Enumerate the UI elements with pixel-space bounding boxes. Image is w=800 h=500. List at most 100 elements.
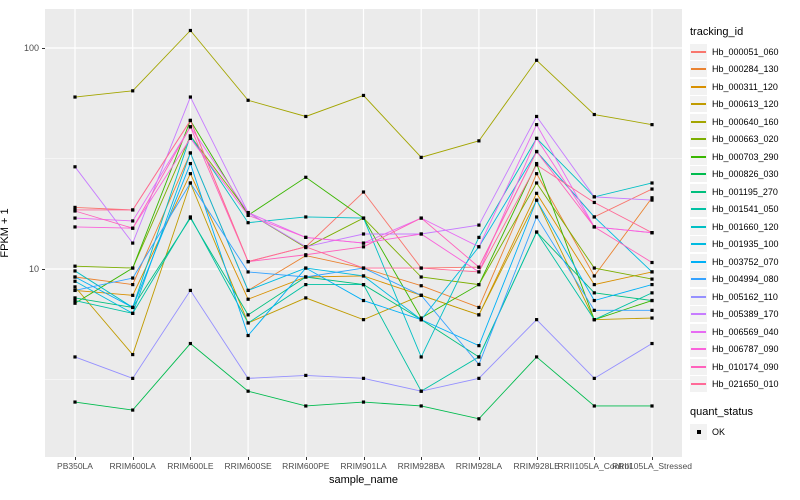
y-tick-label: 10 [28, 264, 39, 274]
data-point [188, 288, 192, 293]
data-point [419, 355, 423, 359]
data-point [535, 163, 539, 167]
y-axis-title: FPKM + 1 [0, 208, 11, 258]
data-point [592, 215, 596, 219]
data-point [131, 282, 135, 287]
data-point [131, 266, 135, 270]
data-point [188, 161, 192, 166]
data-point [535, 149, 539, 154]
x-tick-label: RRIM600SE [224, 461, 272, 471]
x-tick-label: RRIM600LE [167, 461, 214, 471]
data-point [304, 266, 308, 270]
data-point [592, 318, 596, 322]
data-point [592, 376, 596, 380]
legend-key-line-icon [691, 365, 706, 368]
data-point [650, 316, 654, 320]
data-point [361, 245, 366, 249]
data-point [477, 376, 481, 380]
x-tick-label: RRIM928BA [397, 461, 445, 471]
legend-key-swatch [690, 78, 707, 95]
data-point [477, 305, 481, 310]
data-point [304, 245, 308, 249]
legend-key-swatch [690, 166, 707, 183]
data-point [188, 118, 192, 123]
data-point [477, 417, 481, 421]
legend-key-swatch [690, 288, 707, 305]
x-tick-mark [190, 457, 192, 460]
data-point [361, 298, 366, 303]
data-point [650, 341, 654, 346]
legend-key-swatch [690, 218, 707, 235]
data-point [535, 123, 539, 127]
data-point [361, 93, 366, 98]
quant-legend-entries: OK [690, 423, 798, 441]
data-point [592, 298, 596, 303]
legend-entry: Hb_006569_040 [690, 323, 798, 341]
legend-entry: Hb_001195_270 [690, 183, 798, 201]
legend-key-line-icon [691, 155, 706, 158]
data-point [246, 321, 250, 325]
square-point-icon [696, 429, 701, 434]
data-point [535, 215, 539, 219]
legend-key-swatch [690, 183, 707, 200]
data-point [535, 191, 539, 195]
data-point [592, 308, 596, 312]
legend-key-swatch [690, 306, 707, 323]
legend-key-line-icon [691, 243, 706, 246]
data-point [650, 198, 654, 202]
legend-entry: Hb_001660_120 [690, 218, 798, 236]
plot-svg [45, 9, 682, 457]
x-axis-title: sample_name [328, 474, 399, 486]
data-point [361, 232, 366, 236]
data-point [188, 172, 192, 176]
data-point [650, 298, 654, 303]
data-point [419, 266, 423, 270]
data-point [419, 293, 423, 297]
data-point [188, 95, 192, 99]
data-point [246, 288, 250, 293]
x-tick-label: RRIM928LA [455, 461, 503, 471]
data-point [246, 389, 250, 393]
legend-entry: Hb_000051_060 [690, 43, 798, 61]
data-point [419, 232, 423, 236]
data-point [131, 305, 135, 310]
data-point [73, 225, 77, 229]
x-tick-mark [363, 457, 365, 460]
legend-label: Hb_000284_130 [712, 64, 779, 75]
legend-key-line-icon [691, 260, 706, 263]
data-point [304, 404, 308, 408]
data-point [419, 404, 423, 408]
data-point [131, 408, 135, 412]
legend-label: Hb_005162_110 [712, 291, 778, 302]
data-point [73, 355, 77, 359]
data-point [477, 344, 481, 348]
x-tick-mark [536, 457, 538, 460]
legend-label: Hb_021650_010 [712, 379, 779, 390]
legend-key-swatch [690, 376, 707, 393]
data-point [419, 216, 423, 220]
data-point [361, 282, 366, 287]
data-point [73, 288, 77, 293]
legend-label: Hb_003752_070 [712, 256, 779, 267]
data-point [188, 136, 192, 140]
legend-label: Hb_000640_160 [712, 116, 779, 127]
legend-label: Hb_005389_170 [712, 309, 779, 320]
data-point [477, 265, 481, 269]
legend-entry: Hb_000703_290 [690, 148, 798, 166]
x-tick-mark [248, 457, 250, 460]
legend-key-line-icon [691, 138, 706, 141]
legend-entry: Hb_000284_130 [690, 61, 798, 79]
quant-legend-key-swatch [690, 423, 707, 440]
data-point [304, 253, 308, 257]
legend-key-swatch [690, 148, 707, 165]
x-tick-mark [421, 457, 423, 460]
legend-key-swatch [690, 201, 707, 218]
data-point [246, 270, 250, 274]
data-point [592, 404, 596, 408]
legend-entry: Hb_005389_170 [690, 306, 798, 324]
legend-entry: Hb_000826_030 [690, 166, 798, 184]
data-point [246, 213, 250, 217]
data-point [477, 282, 481, 287]
data-point [304, 296, 308, 300]
